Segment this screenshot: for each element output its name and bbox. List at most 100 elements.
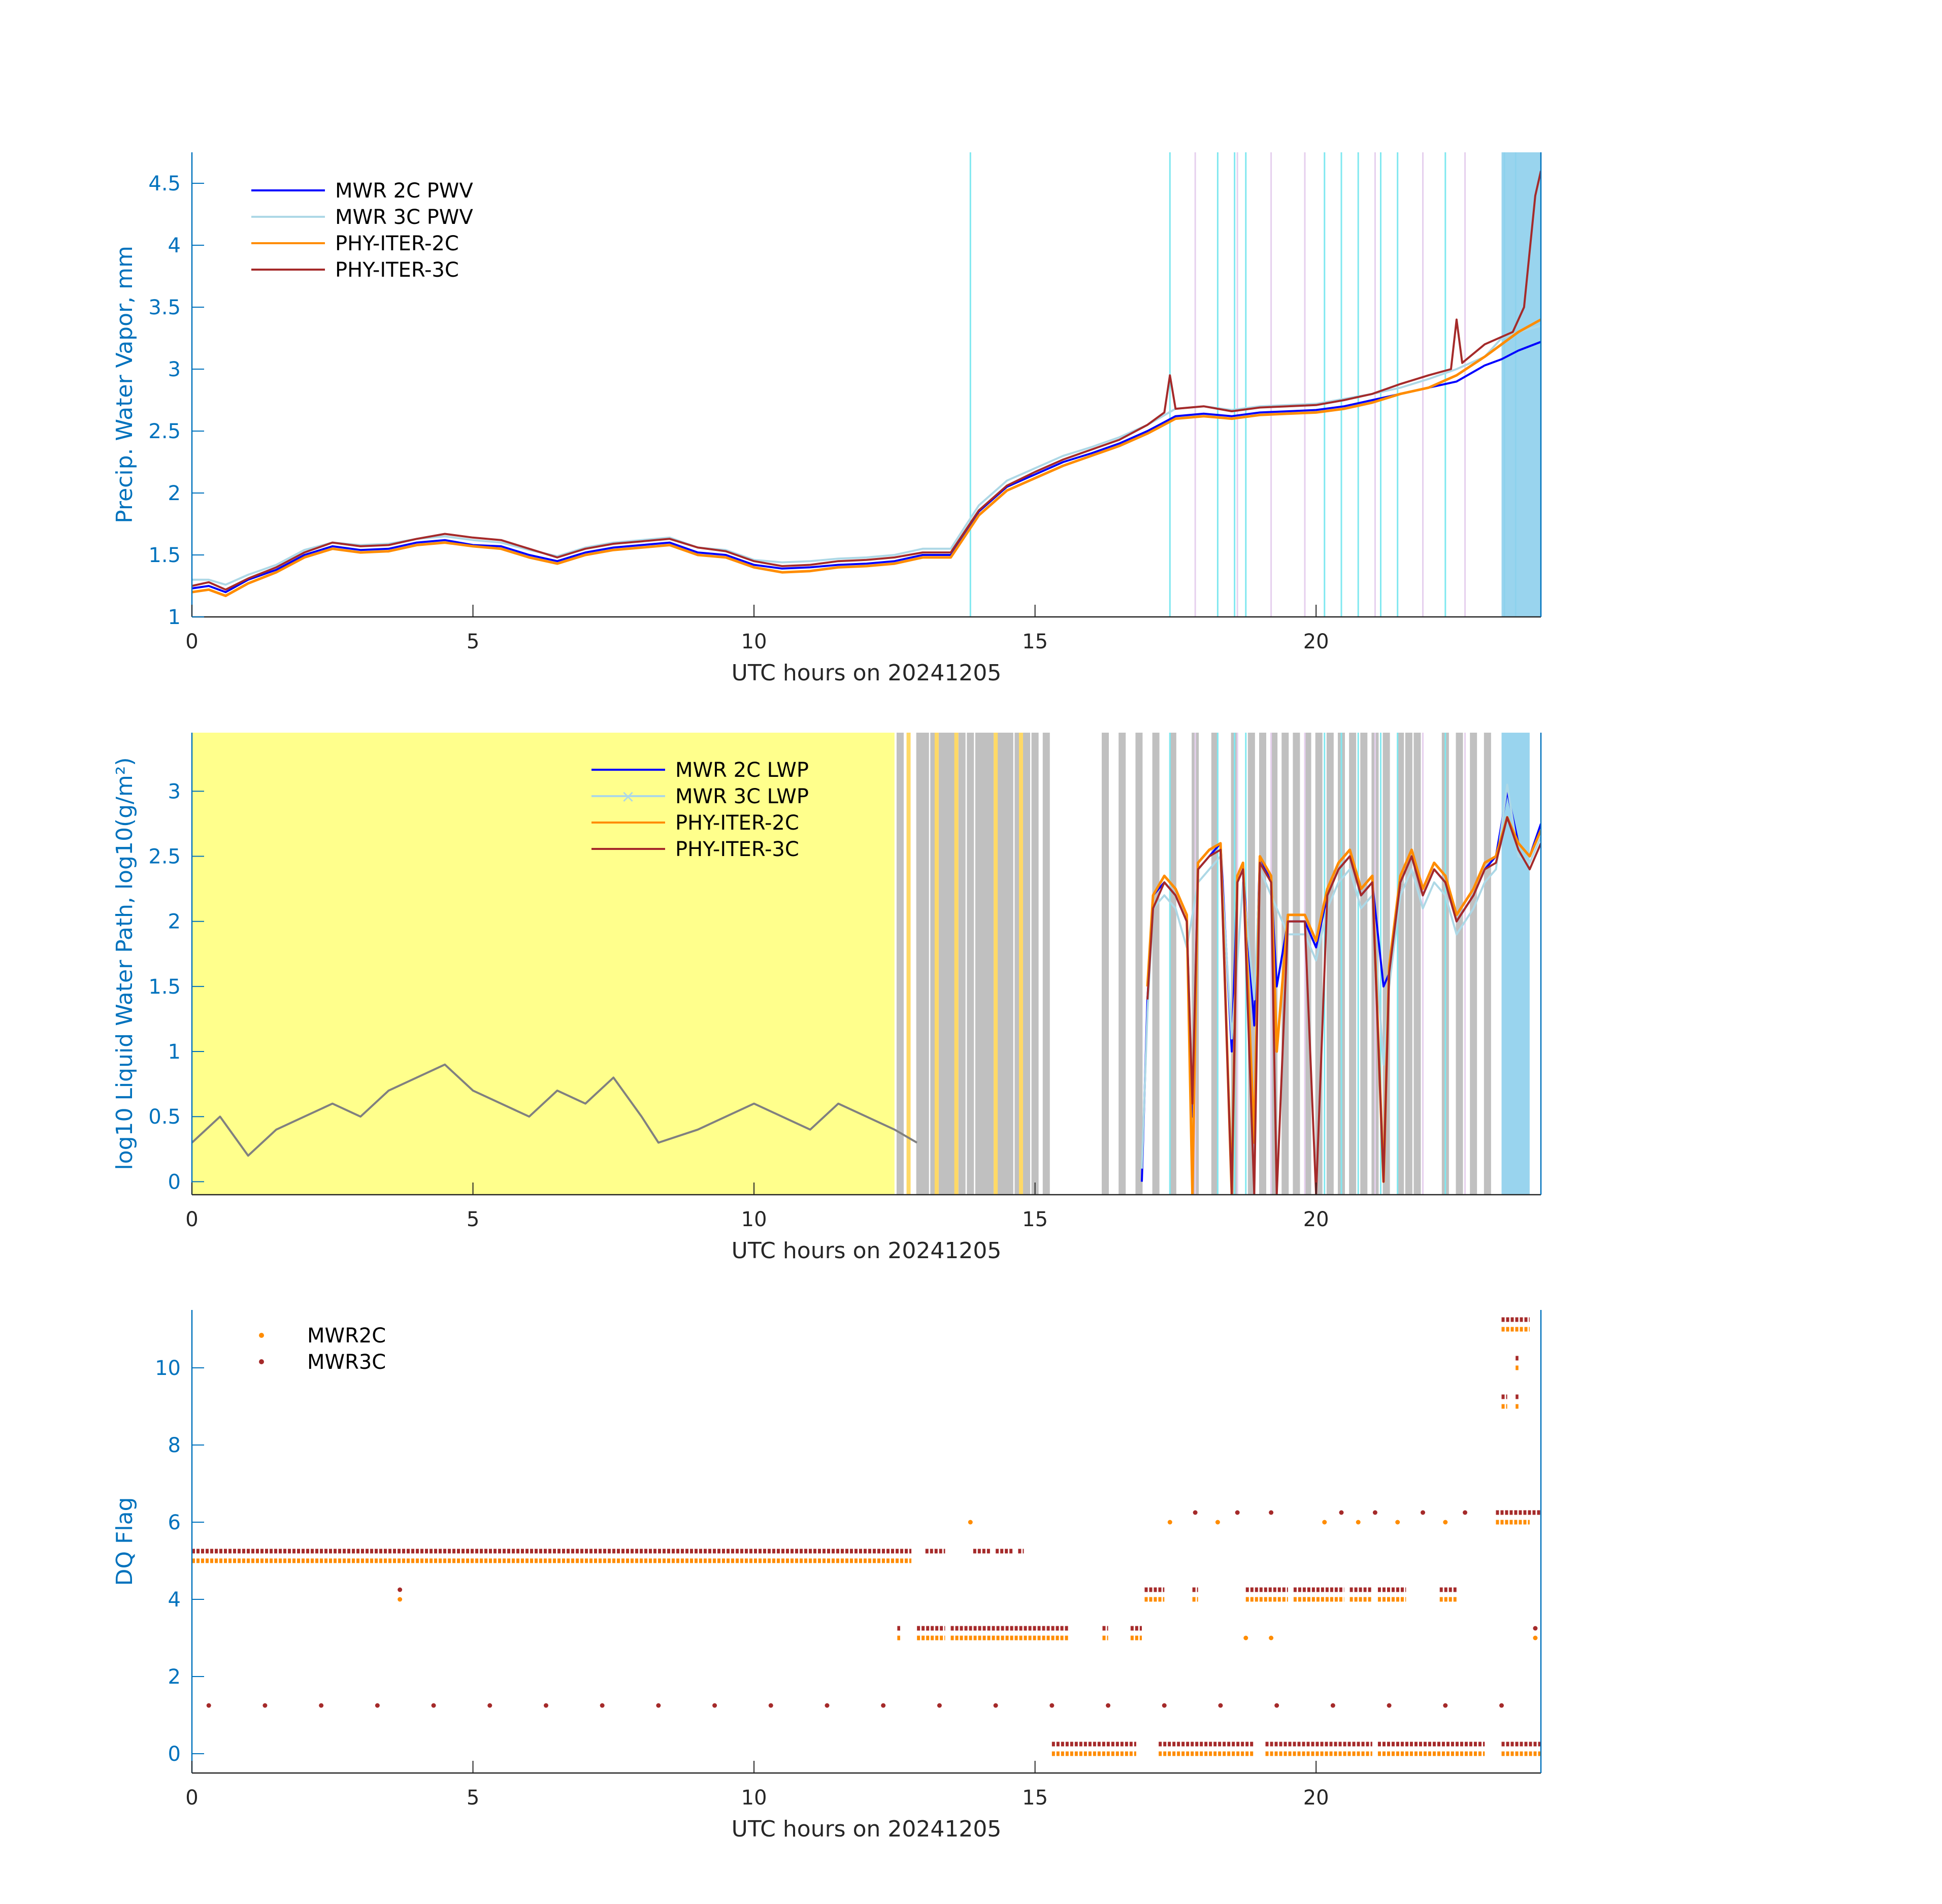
shading-line (967, 733, 974, 1195)
y-axis-label: log10 Liquid Water Path, log10(g/m²) (112, 757, 138, 1170)
shading-line (1397, 733, 1404, 1195)
shading-line (1245, 152, 1247, 617)
dq-point (1356, 1520, 1361, 1525)
dq-point (656, 1703, 661, 1708)
dq-point (968, 1520, 973, 1525)
legend-label: MWR 2C PWV (335, 179, 473, 203)
shading-line (1169, 733, 1176, 1195)
x-tick-label: 20 (1303, 1786, 1329, 1810)
x-tick-label: 0 (185, 1786, 198, 1810)
dq-point (319, 1703, 324, 1708)
shading-line (986, 733, 994, 1195)
x-axis-label: UTC hours on 20241205 (732, 660, 1002, 686)
shading-line (934, 733, 939, 1195)
dq-point (398, 1587, 403, 1592)
shading-line (1357, 152, 1359, 617)
shading-line (1383, 733, 1390, 1195)
y-tick-label: 1.5 (148, 544, 181, 567)
shading-line (1444, 733, 1446, 1195)
shading-band (192, 733, 895, 1195)
dq-point (881, 1703, 886, 1708)
series-line-2 (192, 318, 1541, 597)
legend-swatch (259, 1333, 264, 1338)
shading-line (980, 733, 988, 1195)
dq-point (993, 1703, 998, 1708)
y-axis-label: DQ Flag (112, 1497, 138, 1586)
plot-area (192, 1317, 1541, 1756)
shading-line (1484, 733, 1491, 1195)
shading-line (1340, 733, 1342, 1195)
dq-point (1421, 1510, 1426, 1515)
y-tick-label: 3 (168, 780, 181, 803)
dq-point (1049, 1703, 1055, 1708)
legend-label: MWR2C (307, 1324, 386, 1348)
shading-line (1405, 733, 1412, 1195)
y-tick-label: 2 (168, 1665, 181, 1689)
chart-panel-3: 0 5 10 15 20 0 2 4 6 8 10 UTC hours on 20241205 DQ F… (112, 1310, 1542, 1842)
shading-line (1304, 152, 1306, 617)
dq-point (1443, 1520, 1448, 1525)
x-axis-label: UTC hours on 20241205 (732, 1816, 1002, 1842)
dq-point (398, 1597, 403, 1602)
x-tick-label: 15 (1022, 1208, 1048, 1231)
x-tick-label: 15 (1022, 1786, 1048, 1810)
dq-point (1269, 1635, 1274, 1640)
shading-line (1374, 152, 1376, 617)
dq-point (1167, 1520, 1172, 1525)
x-tick-label: 10 (741, 630, 767, 653)
dq-point (1269, 1510, 1274, 1515)
shading-line (1413, 733, 1421, 1195)
x-tick-label: 20 (1303, 1208, 1329, 1231)
y-tick-label: 0 (168, 1170, 181, 1194)
legend-swatch (259, 1359, 264, 1364)
dq-point (1372, 1510, 1377, 1515)
shading-line (1118, 733, 1126, 1195)
series-line-2 (1146, 816, 1541, 1195)
shading-line (1397, 733, 1399, 1195)
dq-point (768, 1703, 773, 1708)
shading-line (1216, 733, 1219, 1195)
x-tick-label: 0 (185, 630, 198, 653)
shading-line (944, 733, 952, 1195)
shading-line (1236, 152, 1238, 617)
chart-panel-1: 0 5 10 15 20 1 1.5 2 2.5 3 3.5 4 4.5 UTC hours on 202… (112, 152, 1542, 686)
x-tick-label: 5 (467, 1786, 479, 1810)
x-tick-label: 5 (467, 1208, 479, 1231)
dq-point (1215, 1520, 1220, 1525)
shading-line (1018, 733, 1023, 1195)
dq-point (375, 1703, 380, 1708)
y-tick-label: 1 (168, 1040, 181, 1064)
shading-line (1340, 152, 1342, 617)
legend-label: PHY-ITER-3C (675, 838, 799, 861)
dq-point (1330, 1703, 1335, 1708)
shading-line (1169, 733, 1171, 1195)
shading-line (1422, 152, 1424, 617)
x-axis-label: UTC hours on 20241205 (732, 1238, 1002, 1264)
series-line-3 (1146, 816, 1541, 1195)
dq-point (1499, 1703, 1504, 1708)
shading-band (1501, 733, 1530, 1195)
dq-point (431, 1703, 436, 1708)
shading-line (1234, 152, 1236, 617)
legend-label: MWR 3C PWV (335, 206, 473, 229)
y-tick-label: 3.5 (148, 296, 181, 319)
shading-line (1456, 733, 1463, 1195)
dq-point (1235, 1510, 1240, 1515)
shading-line (1152, 733, 1160, 1195)
legend-label: MWR3C (307, 1351, 386, 1374)
dq-point (600, 1703, 605, 1708)
dq-point (1322, 1520, 1327, 1525)
shading-line (1006, 733, 1013, 1195)
dq-point (1162, 1703, 1167, 1708)
y-tick-label: 1 (168, 606, 181, 629)
x-tick-label: 10 (741, 1208, 767, 1231)
shading-line (1379, 152, 1381, 617)
y-tick-label: 1.5 (148, 975, 181, 999)
legend-marker: × (621, 786, 636, 807)
dq-point (712, 1703, 717, 1708)
dq-point (487, 1703, 492, 1708)
shading-line (906, 733, 911, 1195)
dq-point (1218, 1703, 1223, 1708)
x-tick-label: 20 (1303, 630, 1329, 653)
dq-point (1463, 1510, 1468, 1515)
